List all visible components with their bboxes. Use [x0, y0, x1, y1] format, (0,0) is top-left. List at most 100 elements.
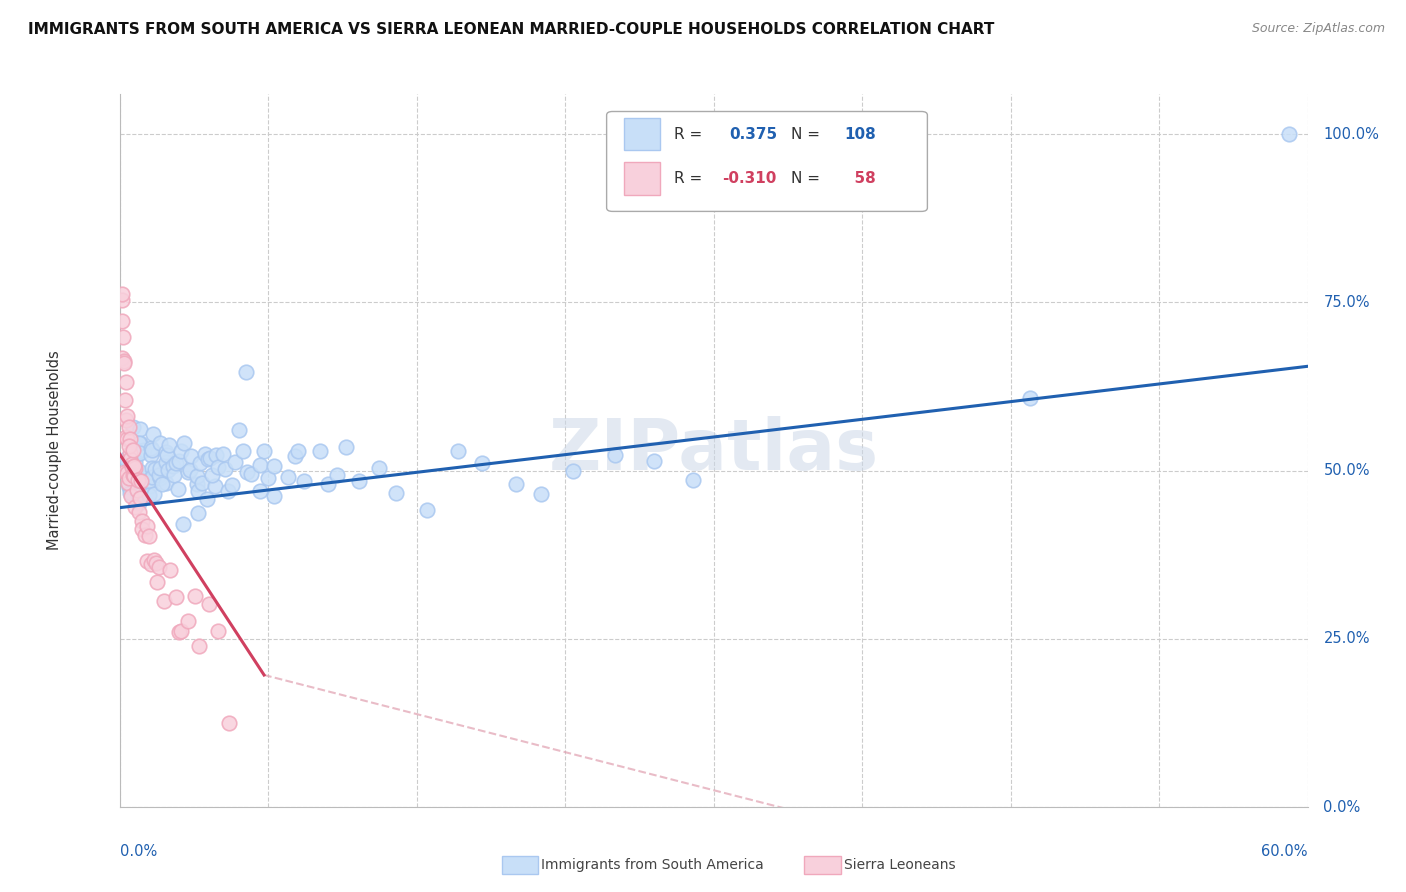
Point [128, 464, 150, 478]
Point [111, 351, 134, 365]
Point [415, 503, 437, 517]
Point [239, 467, 262, 481]
Point [129, 491, 152, 506]
Point [170, 444, 193, 458]
Point [115, 432, 138, 446]
Point [287, 444, 309, 458]
Point [135, 475, 157, 489]
Point [143, 553, 166, 567]
Point [149, 460, 172, 475]
Point [162, 458, 184, 473]
Point [128, 505, 150, 519]
Point [121, 458, 143, 473]
Point [148, 468, 170, 483]
Point [125, 483, 148, 497]
Point [120, 432, 142, 446]
Point [124, 500, 146, 514]
Text: -0.310: -0.310 [721, 171, 776, 186]
Point [128, 496, 150, 510]
Point [141, 442, 163, 457]
Point [111, 293, 134, 308]
Point [180, 449, 202, 463]
Text: ZIPatlas: ZIPatlas [548, 416, 879, 485]
Point [115, 409, 138, 423]
Point [139, 557, 162, 571]
Text: 0.0%: 0.0% [120, 845, 156, 859]
Point [235, 365, 257, 379]
Point [155, 444, 177, 458]
Point [179, 462, 201, 476]
Point [347, 474, 370, 488]
Point [156, 448, 179, 462]
Point [217, 484, 239, 499]
Point [335, 440, 357, 454]
Point [249, 483, 271, 498]
Point [121, 457, 143, 471]
Point [167, 483, 190, 497]
Point [127, 487, 149, 501]
Text: R =: R = [675, 127, 707, 142]
Point [155, 475, 177, 490]
Point [562, 464, 585, 478]
Point [138, 529, 160, 543]
Point [605, 448, 627, 462]
Point [177, 614, 200, 628]
Point [134, 443, 156, 458]
Point [249, 458, 271, 472]
Point [163, 467, 186, 482]
Point [204, 448, 226, 462]
Text: 75.0%: 75.0% [1323, 295, 1369, 310]
Point [139, 441, 162, 455]
Point [129, 474, 152, 488]
Point [172, 517, 194, 532]
Point [124, 469, 146, 483]
Point [188, 456, 211, 470]
Point [471, 457, 494, 471]
Point [118, 480, 141, 494]
Text: 60.0%: 60.0% [1261, 845, 1308, 859]
Point [115, 452, 138, 467]
Text: N =: N = [790, 127, 825, 142]
Point [139, 448, 162, 462]
Point [111, 330, 134, 344]
Point [127, 473, 149, 487]
Point [232, 444, 254, 458]
Bar [624, 118, 659, 150]
Point [447, 443, 470, 458]
Point [145, 462, 167, 476]
Point [263, 489, 285, 503]
Point [157, 437, 180, 451]
Point [167, 624, 190, 639]
Point [125, 447, 148, 461]
Point [165, 591, 187, 605]
Point [167, 454, 190, 468]
Point [682, 473, 704, 487]
Text: N =: N = [790, 171, 825, 186]
Point [128, 444, 150, 458]
Point [212, 447, 235, 461]
Point [150, 477, 173, 491]
Text: 0.0%: 0.0% [1323, 800, 1361, 814]
Point [114, 413, 136, 427]
Point [131, 522, 153, 536]
Point [138, 475, 160, 489]
Point [207, 460, 229, 475]
Point [326, 468, 349, 483]
Point [194, 447, 217, 461]
Text: Married-couple Households: Married-couple Households [46, 351, 62, 550]
Point [128, 435, 150, 450]
Point [110, 287, 132, 301]
Point [112, 356, 135, 370]
Point [187, 483, 209, 498]
Point [124, 454, 146, 468]
Point [122, 467, 145, 482]
Point [117, 451, 139, 466]
Point [367, 461, 389, 475]
Text: Sierra Leoneans: Sierra Leoneans [844, 858, 955, 872]
Point [177, 465, 200, 479]
Point [221, 478, 243, 492]
Point [128, 436, 150, 450]
Point [134, 528, 156, 542]
Point [188, 639, 211, 653]
Point [121, 420, 143, 434]
